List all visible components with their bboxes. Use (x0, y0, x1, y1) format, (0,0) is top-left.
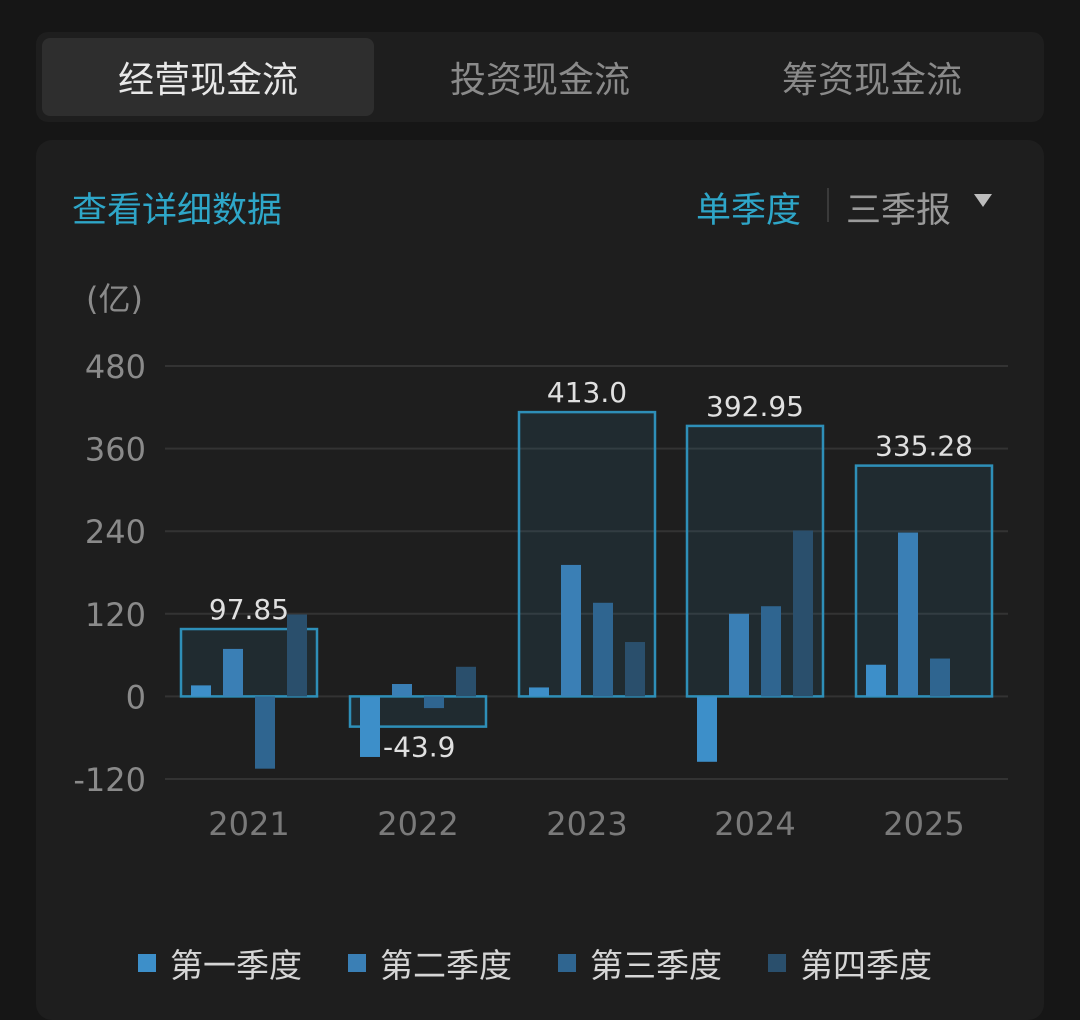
tab-investing-cashflow[interactable]: 投资现金流 (449, 60, 630, 101)
view-details-link[interactable]: 查看详细数据 (72, 191, 283, 231)
caret-down-icon[interactable] (974, 194, 992, 207)
x-tick-label: 2022 (377, 805, 458, 843)
legend-label-q2: 第二季度 (380, 946, 512, 985)
header-divider (827, 188, 829, 222)
bar (593, 602, 613, 697)
total-label: 413.0 (547, 376, 627, 409)
y-tick-label: 240 (85, 513, 146, 551)
single-quarter-toggle[interactable]: 单季度 (696, 191, 802, 231)
bar (424, 696, 444, 709)
bar (793, 530, 813, 697)
legend-label-q1: 第一季度 (170, 946, 302, 985)
y-tick-label: 480 (85, 348, 146, 386)
x-tick-label: 2023 (546, 805, 627, 843)
total-label: 335.28 (875, 430, 973, 463)
bar (625, 642, 645, 697)
bar (930, 658, 950, 697)
y-unit-label: (亿) (86, 280, 143, 318)
bar (223, 648, 243, 697)
bar (529, 687, 549, 697)
cashflow-tabbar: 经营现金流 投资现金流 筹资现金流 (36, 32, 1044, 122)
bar (697, 696, 717, 762)
chart-card: 查看详细数据 单季度 三季报 (36, 140, 1044, 1020)
tab-financing-cashflow[interactable]: 筹资现金流 (781, 60, 962, 101)
bar (898, 532, 918, 697)
chart-legend: 第一季度 第二季度 第三季度 第四季度 (0, 943, 1080, 985)
bar (456, 666, 476, 697)
y-tick-label: 120 (85, 596, 146, 634)
total-label: 392.95 (706, 390, 804, 423)
tab-operating-cashflow[interactable]: 经营现金流 (42, 38, 374, 116)
legend-swatch-q3 (558, 954, 576, 972)
total-label: -43.9 (383, 731, 455, 764)
report-period-select[interactable]: 三季报 (846, 191, 952, 231)
bar (191, 685, 211, 697)
legend-swatch-q4 (768, 954, 786, 972)
bar (761, 606, 781, 697)
x-tick-label: 2021 (208, 805, 289, 843)
bar (729, 613, 749, 697)
bar (561, 564, 581, 697)
legend-swatch-q2 (348, 954, 366, 972)
x-tick-label: 2025 (883, 805, 964, 843)
legend-item-q3[interactable]: 第三季度 (558, 943, 722, 985)
bar (255, 696, 275, 769)
y-tick-label: 360 (85, 431, 146, 469)
y-tick-label: -120 (73, 761, 146, 799)
total-box (854, 464, 994, 698)
bar (360, 696, 380, 757)
bar (287, 614, 307, 697)
legend-swatch-q1 (138, 954, 156, 972)
bar (866, 664, 886, 697)
legend-item-q1[interactable]: 第一季度 (138, 943, 302, 985)
legend-label-q4: 第四季度 (800, 946, 932, 985)
y-tick-label: 0 (126, 678, 146, 716)
legend-item-q2[interactable]: 第二季度 (348, 943, 512, 985)
legend-label-q3: 第三季度 (590, 946, 722, 985)
total-label: 97.85 (209, 593, 289, 626)
legend-item-q4[interactable]: 第四季度 (768, 943, 932, 985)
bar (392, 684, 412, 697)
x-tick-label: 2024 (714, 805, 795, 843)
